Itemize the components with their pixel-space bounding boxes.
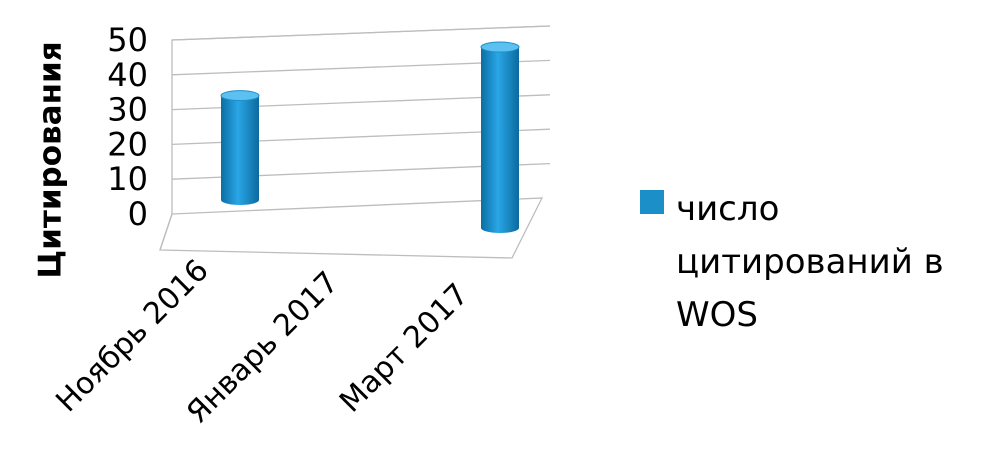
- y-tick-label: 50: [107, 21, 148, 59]
- bar-body: [481, 47, 519, 233]
- bars: [220, 41, 520, 233]
- y-tick-label: 40: [107, 56, 148, 94]
- legend-label-line-3: WOS: [676, 295, 758, 335]
- y-tick-label: 0: [128, 195, 148, 233]
- floor-left-edge: [159, 213, 173, 251]
- legend-label-line-2: цитирований в: [676, 242, 944, 282]
- bar: [480, 41, 520, 233]
- legend: число цитирований в WOS: [640, 189, 944, 335]
- legend-swatch: [640, 190, 664, 214]
- x-tick-label: Март 2017: [333, 277, 476, 420]
- bar-body: [221, 95, 259, 205]
- gridline: [171, 25, 551, 41]
- y-tick-label: 20: [107, 125, 148, 163]
- bar-top: [480, 41, 520, 53]
- bar: [220, 90, 260, 205]
- bar-top: [220, 90, 260, 102]
- x-tick-label: Январь 2017: [180, 265, 346, 431]
- y-tick-label: 10: [107, 160, 148, 198]
- y-axis-label: Цитирования: [33, 41, 69, 278]
- legend-label-line-1: число: [676, 189, 779, 229]
- y-tick-label: 30: [107, 91, 148, 129]
